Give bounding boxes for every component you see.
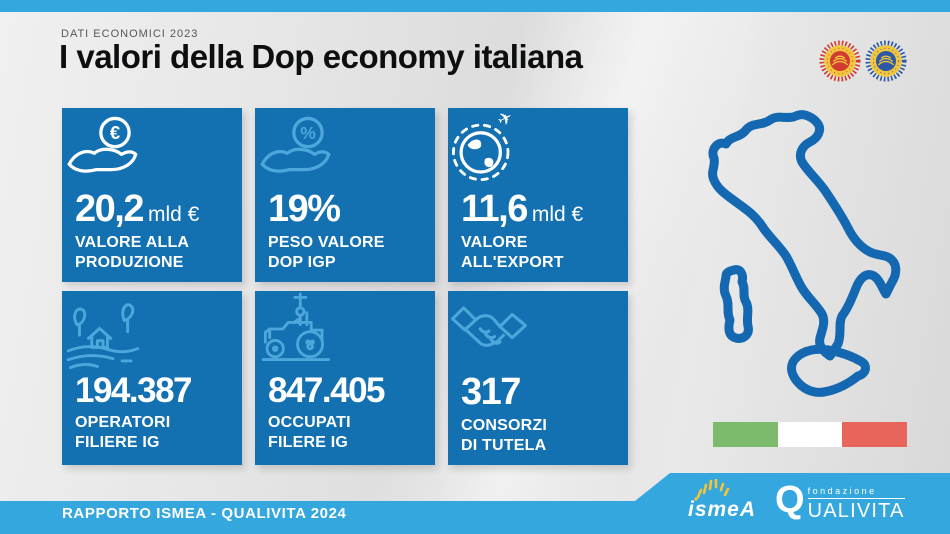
- stat-label: CONSORZI DI TUTELA: [461, 416, 548, 455]
- flag-red: [842, 422, 908, 447]
- stat-value: 19%: [268, 188, 341, 230]
- italy-map-outline: [690, 110, 908, 416]
- farm-icon: [62, 291, 242, 371]
- report-title: RAPPORTO ISMEA - QUALIVITA 2024: [62, 505, 347, 522]
- page-title: I valori della Dop economy italiana: [59, 38, 583, 75]
- handshake-icon: [448, 291, 628, 371]
- svg-text:✈: ✈: [494, 108, 516, 131]
- flag-green: [713, 422, 778, 447]
- eyebrow-label: DATI ECONOMICI 2023: [61, 28, 199, 40]
- footer-band: [0, 473, 950, 534]
- igp-badge-icon: [865, 40, 907, 82]
- stat-card-valore-export: ✈ 11,6 mld € VALORE ALL'EXPORT: [448, 108, 628, 282]
- svg-text:%: %: [300, 123, 316, 143]
- stat-unit: mld €: [147, 203, 200, 226]
- qualivita-q-letter: Q: [775, 479, 805, 521]
- stat-value: 847.405: [268, 371, 386, 410]
- qualivita-fondazione-label: fondazione: [807, 486, 905, 499]
- stat-label: VALORE ALL'EXPORT: [461, 233, 564, 272]
- stat-value: 194.387: [75, 371, 193, 410]
- stat-card-consorzi: 317 CONSORZI DI TUTELA: [448, 291, 628, 465]
- qualivita-wordmark: UALIVITA: [807, 500, 905, 522]
- qualivita-logo: Q fondazione UALIVITA: [775, 479, 905, 523]
- stat-card-peso-valore: % 19% PESO VALORE DOP IGP: [255, 108, 435, 282]
- stat-card-occupati: 847.405 OCCUPATI FILERE IG: [255, 291, 435, 465]
- top-accent-strip: [0, 0, 950, 12]
- tractor-icon: [255, 291, 435, 371]
- stat-label: OPERATORI FILIERE IG: [75, 413, 171, 452]
- italian-flag-bar: [713, 422, 908, 447]
- hand-euro-icon: €: [62, 108, 242, 188]
- stat-card-valore-produzione: € 20,2 mld € VALORE ALLA PRODUZIONE: [62, 108, 242, 282]
- stat-card-operatori: 194.387 OPERATORI FILIERE IG: [62, 291, 242, 465]
- ismea-wordmark: ismeA: [688, 498, 757, 521]
- dop-badge-icon: [819, 40, 861, 82]
- stat-value: 317: [461, 371, 521, 413]
- flag-white: [777, 422, 843, 447]
- stat-label: PESO VALORE DOP IGP: [268, 233, 385, 272]
- svg-text:€: €: [110, 122, 120, 143]
- stat-value: 11,6 mld €: [461, 188, 584, 230]
- stat-unit: mld €: [531, 203, 584, 226]
- stat-label: VALORE ALLA PRODUZIONE: [75, 233, 190, 272]
- stat-label: OCCUPATI FILERE IG: [268, 413, 351, 452]
- ismea-logo: ismeA: [688, 477, 773, 525]
- hand-percent-icon: %: [255, 108, 435, 188]
- ismea-wheat-icon: [694, 478, 730, 501]
- stat-value: 20,2 mld €: [75, 188, 200, 230]
- globe-export-icon: ✈: [448, 108, 628, 188]
